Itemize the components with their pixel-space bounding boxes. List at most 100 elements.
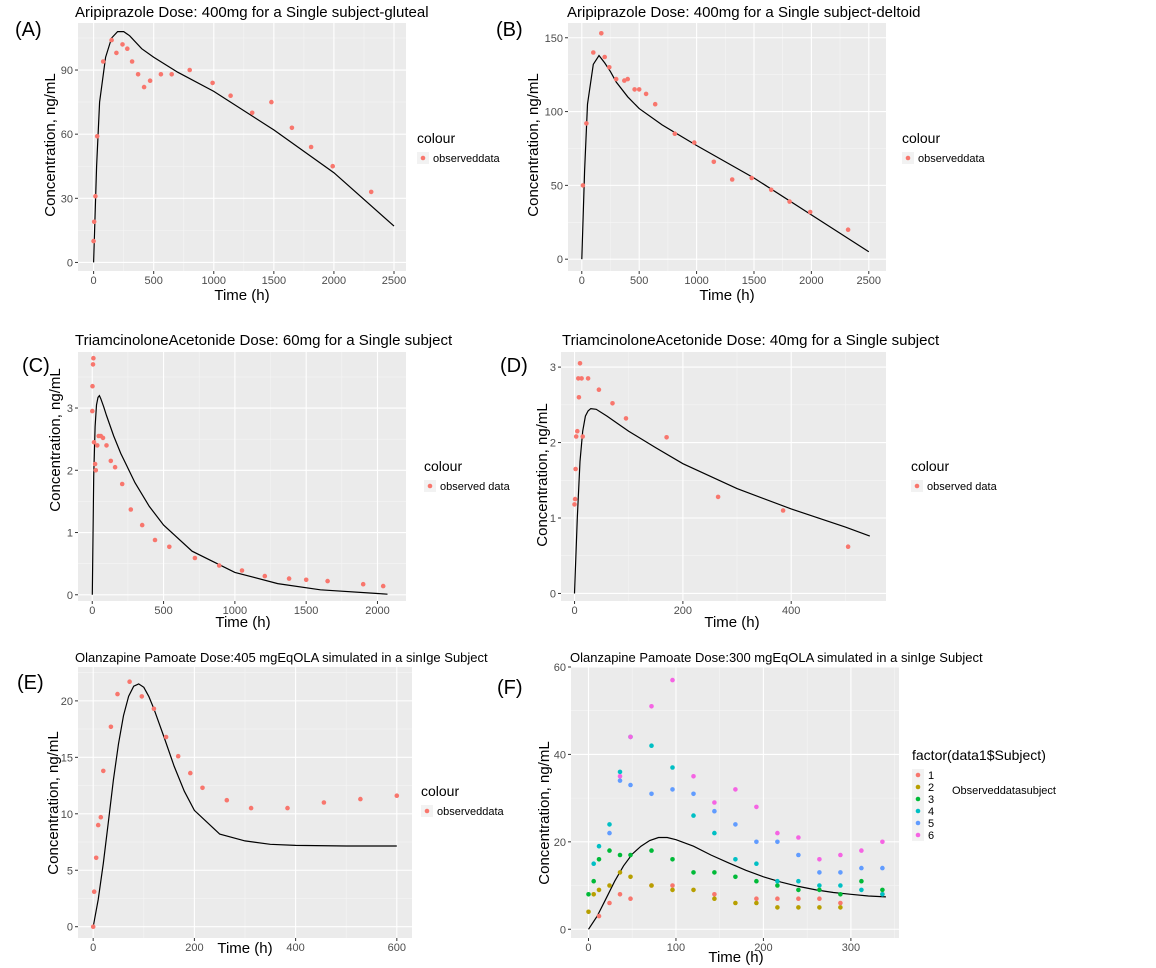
observed-data-point (579, 376, 584, 381)
observed-data-point (112, 464, 118, 470)
chart-title: Aripiprazole Dose: 400mg for a Single su… (567, 4, 921, 21)
observed-data-point (775, 830, 780, 836)
observed-data-point (796, 852, 801, 858)
observed-data-point (733, 787, 738, 792)
observed-data-point (596, 387, 602, 393)
panel-label: (C) (22, 355, 50, 377)
observed-data-point (859, 848, 864, 853)
y-axis-title: Concentration, ng/mL (42, 73, 59, 216)
observed-data-point (596, 857, 602, 862)
observed-data-point (580, 434, 585, 439)
x-tick-label: 400 (782, 605, 800, 617)
x-tick-label: 2500 (857, 275, 881, 287)
observed-data-point (796, 905, 801, 910)
x-tick-label: 0 (91, 275, 97, 287)
y-tick-label: 2 (67, 465, 73, 477)
observed-data-point (775, 896, 780, 901)
observed-data-point (715, 494, 721, 500)
observed-data-point (248, 805, 254, 811)
observed-data-point (584, 121, 589, 126)
observed-data-point (321, 800, 327, 805)
observed-data-point (880, 887, 885, 893)
observed-data-point (643, 91, 649, 97)
observed-data-point (108, 724, 114, 730)
observed-data-point (617, 769, 623, 775)
observed-data-point (127, 679, 132, 684)
y-tick-label: 3 (550, 362, 556, 374)
observed-data-point (859, 878, 864, 884)
observed-data-point (95, 443, 100, 448)
model-prediction-line (93, 31, 395, 263)
observed-data-point (269, 99, 274, 105)
y-tick-label: 3 (67, 403, 73, 415)
legend-label: observed data (440, 481, 511, 493)
legend-title: colour (417, 130, 455, 146)
observed-data-point (733, 874, 738, 880)
legend-label: 5 (928, 818, 934, 830)
observed-data-point (607, 822, 612, 827)
observed-data-point (249, 110, 255, 116)
chart-panel: 0 200 400 0 1 2 3 TriamcinoloneAcetonide Dose: … (500, 332, 998, 631)
observed-data-point (670, 765, 675, 770)
x-tick-label: 2000 (365, 605, 389, 617)
model-prediction-line (573, 407, 871, 594)
observed-data-point (100, 59, 106, 64)
observed-data-point (649, 791, 654, 797)
observed-data-point (289, 125, 295, 131)
observed-data-point (151, 706, 157, 712)
observed-data-point (796, 835, 801, 840)
plot-background (571, 667, 899, 938)
observed-data-point (712, 870, 717, 875)
observed-data-point (607, 65, 612, 70)
model-prediction-line (91, 394, 388, 595)
y-axis-title: Concentration, ng/mL (45, 731, 62, 874)
observed-data-point (712, 800, 717, 805)
observed-data-point (167, 544, 172, 550)
legend: colour observeddata (421, 783, 505, 818)
observed-data-point (817, 857, 822, 862)
observed-data-point (224, 797, 230, 803)
legend-label: observed data (927, 481, 998, 493)
observed-data-point (754, 900, 759, 906)
chart-title: Olanzapine Pamoate Dose:300 mgEqOLA simu… (570, 650, 983, 665)
observed-data-point (163, 734, 169, 740)
observed-data-point (768, 187, 774, 193)
observed-data-point (141, 84, 147, 90)
observed-data-point (754, 896, 759, 901)
x-axis-title: Time (h) (704, 614, 759, 631)
observed-data-point (95, 822, 101, 828)
observed-data-point (754, 878, 759, 884)
observed-data-point (599, 31, 604, 36)
observed-data-point (91, 355, 96, 361)
observed-data-point (139, 694, 145, 699)
observed-data-point (691, 774, 696, 779)
observed-data-point (93, 193, 98, 199)
observed-data-point (796, 896, 801, 901)
observed-data-point (859, 865, 864, 871)
legend-marker (427, 483, 433, 489)
observed-data-point (90, 924, 96, 929)
legend-marker (905, 155, 911, 161)
x-tick-label: 1000 (223, 605, 247, 617)
panel-label: (E) (17, 672, 44, 694)
plot-background (568, 23, 886, 271)
observed-data-point (636, 87, 642, 92)
legend-label: 2 (928, 782, 934, 794)
chart-panel: 0 200 400 600 0 5 10 15 20 Olanzapine Pamoate Dos… (17, 650, 505, 957)
observed-data-point (796, 878, 801, 884)
plot-background (78, 23, 406, 271)
chart-title: Aripiprazole Dose: 400mg for a Single su… (75, 4, 429, 21)
model-prediction-line (581, 54, 870, 260)
observed-data-point (216, 563, 222, 568)
observed-data-point (104, 443, 109, 448)
chart-panel: 0 500 1000 1500 2000 2500 0 30 60 90 Aripiprazole … (15, 4, 501, 304)
observed-data-point (596, 913, 602, 919)
observed-data-point (576, 395, 582, 400)
observed-data-point (91, 219, 97, 225)
observed-data-point (625, 76, 630, 82)
observed-data-point (108, 458, 114, 464)
observed-data-point (607, 883, 612, 888)
legend-title: factor(data1$Subject) (912, 747, 1046, 763)
observed-data-point (838, 900, 843, 906)
